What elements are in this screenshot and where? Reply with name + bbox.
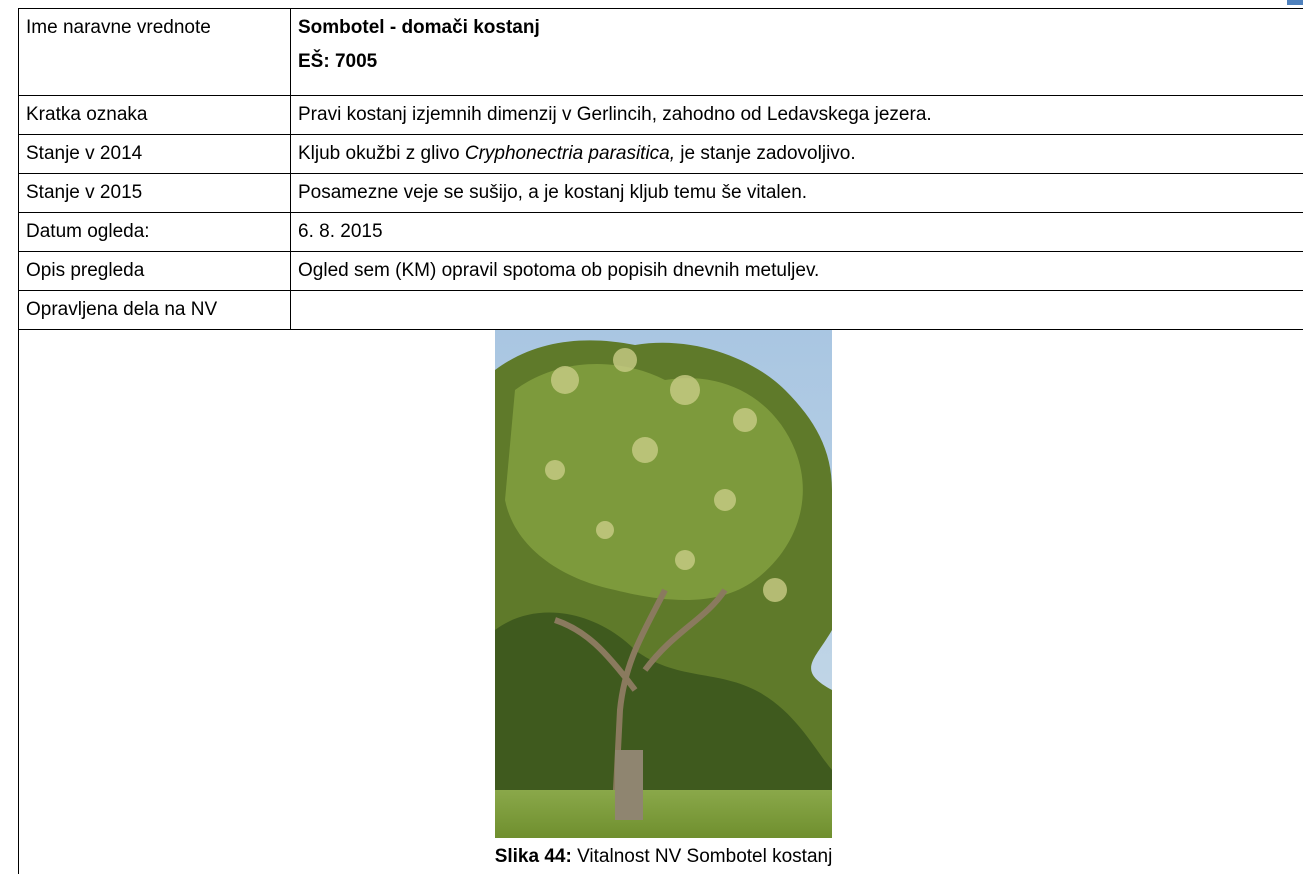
value-text: je stanje zadovoljivo. bbox=[675, 143, 856, 164]
row-value: Sombotel - domači kostanj EŠ: 7005 bbox=[290, 8, 1303, 96]
row-label: Stanje v 2015 bbox=[18, 173, 291, 213]
name-line: Sombotel - domači kostanj bbox=[298, 17, 540, 38]
value-text: Kljub okužbi z glivo bbox=[298, 143, 465, 164]
photo-cell bbox=[18, 326, 1303, 874]
figure-caption: Slika 44: Vitalnost NV Sombotel kostanj bbox=[0, 846, 1303, 868]
table-row: Stanje v 2015 Posamezne veje se sušijo, … bbox=[18, 173, 1303, 213]
caption-label: Slika 44: bbox=[494, 846, 572, 867]
row-label: Datum ogleda: bbox=[18, 212, 291, 252]
row-label: Ime naravne vrednote bbox=[18, 8, 291, 96]
table-row: Stanje v 2014 Kljub okužbi z glivo Cryph… bbox=[18, 134, 1303, 174]
row-value bbox=[290, 290, 1303, 330]
row-value: Posamezne veje se sušijo, a je kostanj k… bbox=[290, 173, 1303, 213]
table-row: Datum ogleda: 6. 8. 2015 bbox=[18, 212, 1303, 252]
tree-photo bbox=[495, 330, 832, 838]
row-label: Stanje v 2014 bbox=[18, 134, 291, 174]
row-label: Opravljena dela na NV bbox=[18, 290, 291, 330]
id-line: EŠ: 7005 bbox=[298, 51, 378, 72]
caption-text: Vitalnost NV Sombotel kostanj bbox=[571, 846, 833, 867]
row-value: 6. 8. 2015 bbox=[290, 212, 1303, 252]
table-row: Ime naravne vrednote Sombotel - domači k… bbox=[18, 8, 1303, 96]
value-text: Ogled sem (KM) opravil spotoma ob popisi… bbox=[298, 260, 820, 281]
corner-mark bbox=[1287, 0, 1303, 5]
row-value: Kljub okužbi z glivo Cryphonectria paras… bbox=[290, 134, 1303, 174]
species-name: Cryphonectria parasitica, bbox=[464, 143, 676, 164]
row-label: Kratka oznaka bbox=[18, 95, 291, 135]
row-value: Ogled sem (KM) opravil spotoma ob popisi… bbox=[290, 251, 1303, 291]
row-value: Pravi kostanj izjemnih dimenzij v Gerlin… bbox=[290, 95, 1303, 135]
value-text: Pravi kostanj izjemnih dimenzij v Gerlin… bbox=[298, 104, 932, 125]
table-row: Opis pregleda Ogled sem (KM) opravil spo… bbox=[18, 251, 1303, 291]
value-text: 6. 8. 2015 bbox=[298, 221, 383, 242]
table-row: Kratka oznaka Pravi kostanj izjemnih dim… bbox=[18, 95, 1303, 135]
info-table: Ime naravne vrednote Sombotel - domači k… bbox=[18, 8, 1303, 330]
table-row: Opravljena dela na NV bbox=[18, 290, 1303, 330]
row-label: Opis pregleda bbox=[18, 251, 291, 291]
value-text: Posamezne veje se sušijo, a je kostanj k… bbox=[298, 182, 808, 203]
